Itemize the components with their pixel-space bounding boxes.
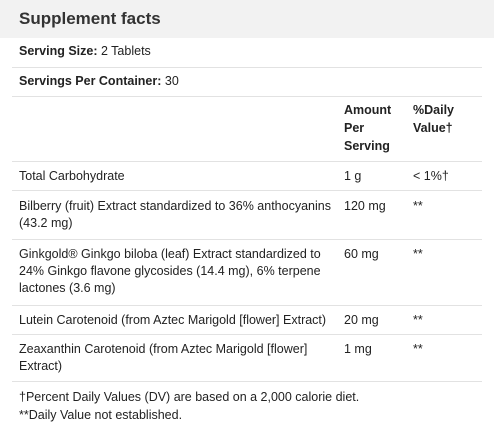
divider: [12, 305, 482, 306]
amount-header-line-3: Serving: [344, 139, 390, 153]
servings-per-container-label: Servings Per Container:: [19, 74, 162, 88]
row-name: Lutein Carotenoid (from Aztec Marigold […: [19, 313, 327, 327]
serving-size-value: 2 Tablets: [100, 44, 151, 58]
amount-header-line-2: Per: [344, 121, 365, 135]
row-daily-value: **: [413, 247, 423, 261]
row-daily-value: **: [413, 199, 423, 213]
row-daily-value: **: [413, 313, 423, 327]
divider: [12, 161, 482, 162]
divider: [12, 381, 482, 382]
row-amount: 1 g: [344, 169, 362, 183]
daily-value-header-line-1: %Daily: [413, 103, 454, 117]
row-amount: 120 mg: [344, 199, 386, 213]
servings-per-container: Servings Per Container: 30: [19, 73, 179, 90]
row-name: Ginkgold® Ginkgo biloba (leaf) Extract s…: [19, 247, 321, 295]
row-daily-value: **: [413, 342, 423, 356]
divider: [12, 334, 482, 335]
row-amount: 60 mg: [344, 247, 379, 261]
row-name: Total Carbohydrate: [19, 169, 125, 183]
panel-title: Supplement facts: [19, 9, 161, 28]
serving-size: Serving Size: 2 Tablets: [19, 43, 151, 60]
row-amount: 1 mg: [344, 342, 372, 356]
title-bar: Supplement facts: [0, 0, 494, 38]
row-amount: 20 mg: [344, 313, 379, 327]
footnote: †Percent Daily Values (DV) are based on …: [19, 390, 360, 404]
amount-header-line-1: Amount: [344, 103, 392, 117]
serving-size-label: Serving Size:: [19, 44, 98, 58]
divider: [12, 96, 482, 97]
row-name: Bilberry (fruit) Extract standardized to…: [19, 199, 331, 230]
servings-per-container-value: 30: [164, 74, 179, 88]
divider: [12, 190, 482, 191]
footnote: **Daily Value not established.: [19, 408, 183, 422]
daily-value-header-line-2: Value†: [413, 121, 453, 135]
divider: [12, 239, 482, 240]
row-name: Zeaxanthin Carotenoid (from Aztec Marigo…: [19, 342, 308, 373]
divider: [12, 67, 482, 68]
row-daily-value: < 1%†: [413, 169, 449, 183]
